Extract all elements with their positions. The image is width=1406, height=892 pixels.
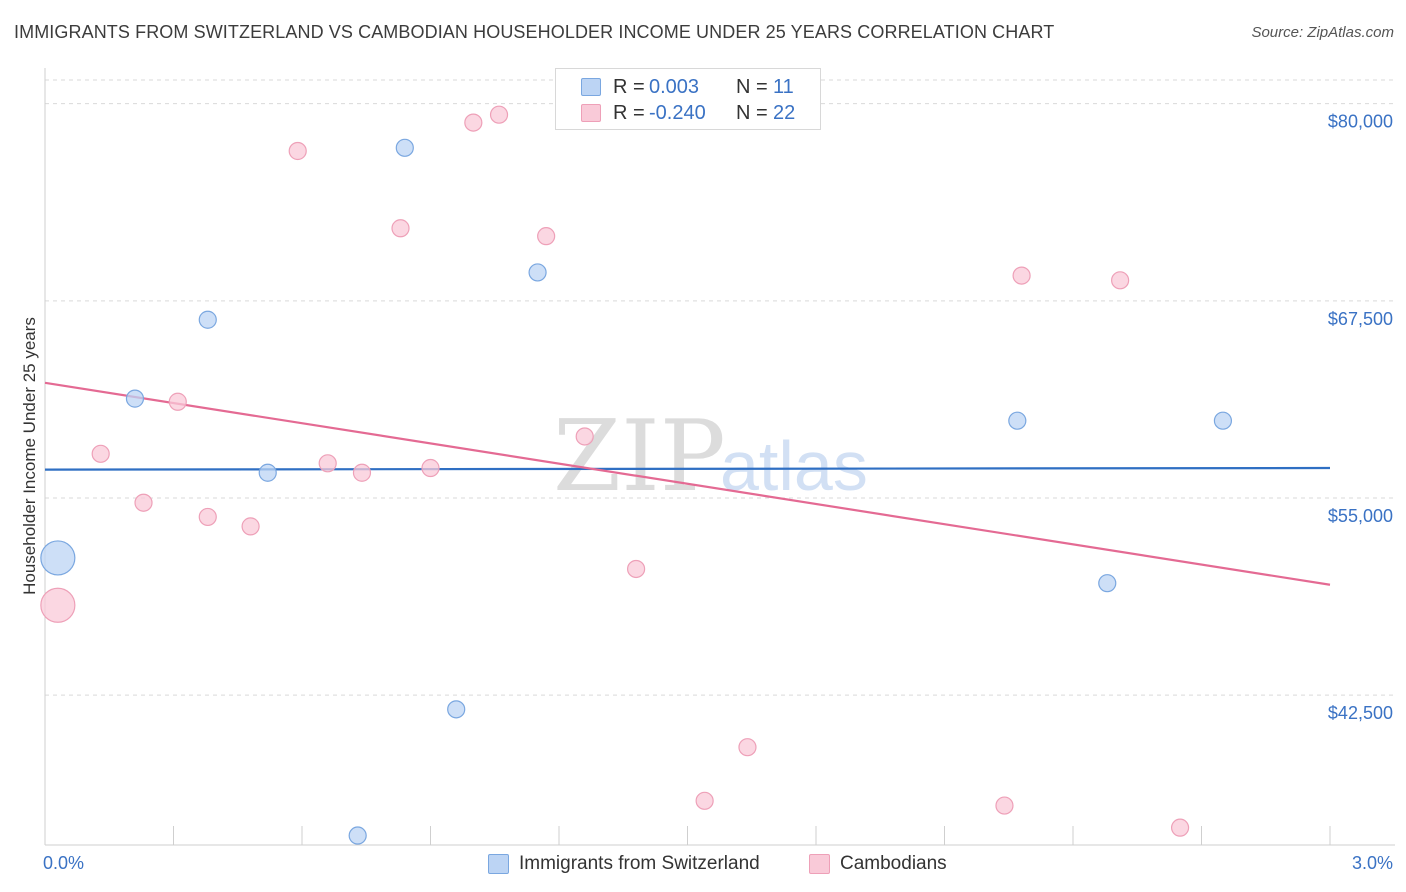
data-point-cambodians bbox=[40, 587, 76, 623]
y-tick-label: $80,000 bbox=[1328, 112, 1393, 132]
trend-line-cambodians bbox=[44, 381, 1331, 586]
legend-n-label: N = bbox=[736, 76, 768, 98]
data-point-switzerland bbox=[1213, 411, 1233, 430]
legend-r-value: 0.003 bbox=[649, 76, 700, 98]
legend-r-label: R = bbox=[613, 102, 645, 124]
data-point-cambodians bbox=[352, 463, 372, 482]
y-tick-label: $55,000 bbox=[1328, 506, 1393, 526]
data-point-switzerland bbox=[395, 138, 414, 157]
legend-r-value: -0.240 bbox=[649, 102, 706, 124]
x-tick-label: 0.0% bbox=[43, 853, 84, 873]
data-point-cambodians bbox=[198, 507, 217, 527]
trend-line-switzerland bbox=[44, 466, 1331, 471]
data-point-cambodians bbox=[288, 141, 307, 161]
data-point-cambodians bbox=[91, 444, 110, 463]
y-tick-labels: $42,500 $55,000 $67,500 $80,000 bbox=[1328, 112, 1393, 723]
y-tick-label: $67,500 bbox=[1328, 309, 1393, 329]
legend-n-label: N = bbox=[736, 102, 768, 124]
data-point-cambodians bbox=[134, 493, 153, 512]
data-point-switzerland bbox=[125, 389, 145, 408]
axes bbox=[44, 68, 1395, 846]
data-point-cambodians bbox=[421, 458, 440, 478]
x-tick-label: 3.0% bbox=[1352, 853, 1393, 873]
data-point-cambodians bbox=[575, 427, 594, 446]
data-points bbox=[40, 105, 1233, 845]
data-point-cambodians bbox=[738, 738, 757, 757]
data-point-cambodians bbox=[168, 392, 187, 411]
data-point-cambodians bbox=[626, 559, 646, 579]
series-legend: Immigrants from Switzerland Cambodians bbox=[0, 852, 1406, 878]
data-point-switzerland bbox=[1098, 574, 1117, 593]
y-axis-label: Householder Income Under 25 years bbox=[20, 317, 39, 595]
x-tick-labels: 0.0% 3.0% bbox=[43, 853, 1393, 873]
legend-item-label: Cambodians bbox=[840, 853, 947, 874]
data-point-switzerland bbox=[1008, 411, 1027, 430]
data-point-switzerland bbox=[258, 463, 277, 482]
legend-swatch-blue bbox=[488, 854, 509, 874]
data-point-cambodians bbox=[391, 219, 410, 238]
legend-swatch-blue bbox=[581, 78, 601, 96]
data-point-switzerland bbox=[198, 310, 217, 329]
y-tick-label: $42,500 bbox=[1328, 703, 1393, 723]
trend-lines bbox=[44, 381, 1331, 586]
source-label: Source: ZipAtlas.com bbox=[1251, 24, 1394, 41]
chart-title: IMMIGRANTS FROM SWITZERLAND VS CAMBODIAN… bbox=[14, 22, 1055, 42]
data-point-cambodians bbox=[1170, 818, 1190, 837]
data-point-cambodians bbox=[241, 517, 260, 536]
legend-item-label: Immigrants from Switzerland bbox=[519, 853, 760, 874]
data-point-cambodians bbox=[1012, 266, 1031, 285]
data-point-switzerland bbox=[528, 263, 547, 282]
data-point-cambodians bbox=[995, 796, 1014, 815]
correlation-legend: R = 0.003 N = 11 R = -0.240 N = 22 bbox=[555, 68, 821, 130]
legend-n-value: 11 bbox=[773, 76, 794, 98]
data-point-cambodians bbox=[489, 105, 509, 124]
watermark: ZIP atlas bbox=[553, 400, 868, 514]
legend-swatch-pink bbox=[809, 854, 830, 874]
data-point-switzerland bbox=[447, 700, 466, 719]
data-point-switzerland bbox=[348, 826, 367, 845]
grid-lines bbox=[45, 79, 1395, 696]
data-point-cambodians bbox=[695, 791, 714, 810]
data-point-cambodians bbox=[1111, 271, 1130, 290]
legend-r-label: R = bbox=[613, 76, 645, 98]
data-point-cambodians bbox=[537, 227, 556, 246]
legend-n-value: 22 bbox=[773, 102, 796, 124]
data-point-cambodians bbox=[464, 113, 483, 132]
data-point-switzerland bbox=[40, 540, 76, 576]
watermark-zip: ZIP bbox=[553, 400, 726, 514]
legend-swatch-pink bbox=[581, 104, 601, 122]
data-point-cambodians bbox=[318, 454, 337, 473]
